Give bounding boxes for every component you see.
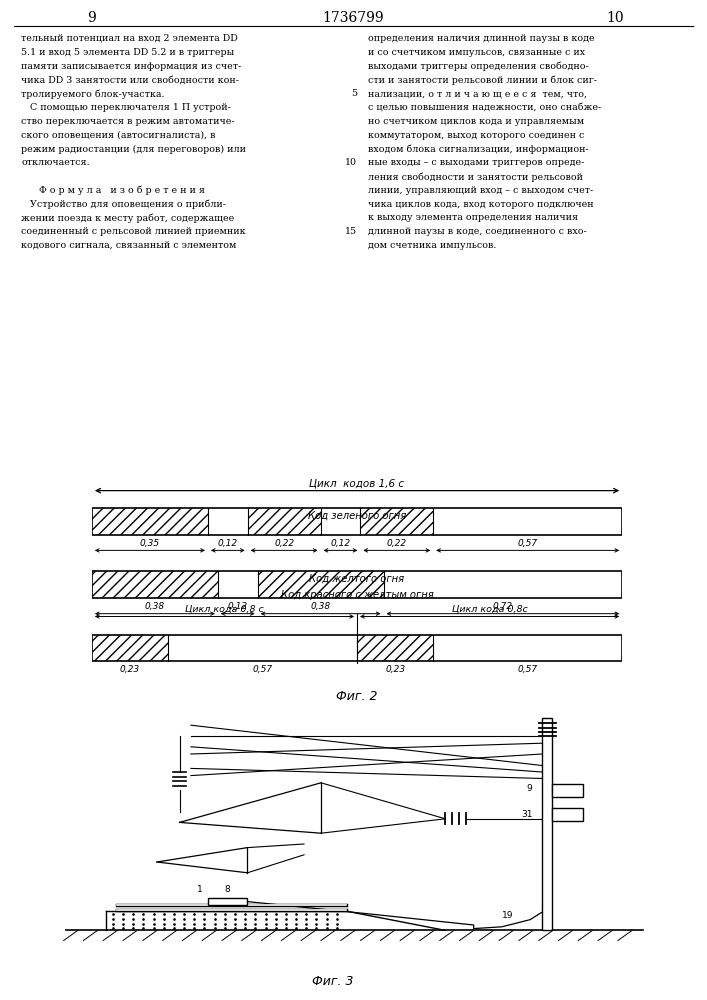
Bar xyxy=(92,571,218,598)
Bar xyxy=(208,898,247,905)
Text: 15: 15 xyxy=(345,227,357,236)
Text: чика циклов кода, вход которого подключен: чика циклов кода, вход которого подключе… xyxy=(368,200,593,209)
Text: кодового сигнала, связанный с элементом: кодового сигнала, связанный с элементом xyxy=(21,241,237,250)
Text: 31: 31 xyxy=(521,810,532,819)
Text: чика DD 3 занятости или свободности кон-: чика DD 3 занятости или свободности кон- xyxy=(21,75,239,84)
Bar xyxy=(218,571,257,598)
Bar xyxy=(168,635,357,661)
Text: 0,72: 0,72 xyxy=(493,602,513,611)
Text: 0,22: 0,22 xyxy=(387,539,407,548)
Text: соединенный с рельсовой линией приемник: соединенный с рельсовой линией приемник xyxy=(21,227,246,236)
Text: тролируемого блок-участка.: тролируемого блок-участка. xyxy=(21,89,165,99)
Text: 8: 8 xyxy=(225,885,230,894)
Text: с целью повышения надежности, оно снабже-: с целью повышения надежности, оно снабже… xyxy=(368,103,601,112)
Bar xyxy=(208,508,247,535)
Text: Устройство для оповещения о прибли-: Устройство для оповещения о прибли- xyxy=(21,200,226,209)
Text: к выходу элемента определения наличия: к выходу элемента определения наличия xyxy=(368,213,578,222)
Text: Код желтого огня: Код желтого огня xyxy=(310,574,404,584)
Text: ные входы – с выходами триггеров опреде-: ные входы – с выходами триггеров опреде- xyxy=(368,158,584,167)
Text: нализации, о т л и ч а ю щ е е с я  тем, что,: нализации, о т л и ч а ю щ е е с я тем, … xyxy=(368,89,587,98)
Text: 10: 10 xyxy=(345,158,357,167)
Text: 9: 9 xyxy=(527,784,532,793)
Text: входом блока сигнализации, информацион-: входом блока сигнализации, информацион- xyxy=(368,144,588,154)
Text: выходами триггеры определения свободно-: выходами триггеры определения свободно- xyxy=(368,62,588,71)
Bar xyxy=(433,508,622,535)
Text: 5.1 и вход 5 элемента DD 5.2 и в триггеры: 5.1 и вход 5 элемента DD 5.2 и в триггер… xyxy=(21,48,235,57)
Text: тельный потенциал на вход 2 элемента DD: тельный потенциал на вход 2 элемента DD xyxy=(21,34,238,43)
Text: жении поезда к месту работ, содержащее: жении поезда к месту работ, содержащее xyxy=(21,213,235,223)
Bar xyxy=(433,635,622,661)
Text: ского оповещения (автосигналиста), в: ского оповещения (автосигналиста), в xyxy=(21,131,216,140)
Text: коммутатором, выход которого соединен с: коммутатором, выход которого соединен с xyxy=(368,131,584,140)
Text: 0,23: 0,23 xyxy=(385,665,405,674)
Text: линии, управляющий вход – с выходом счет-: линии, управляющий вход – с выходом счет… xyxy=(368,186,593,195)
Bar xyxy=(542,718,552,930)
Text: С помощью переключателя 1 П устрой-: С помощью переключателя 1 П устрой- xyxy=(21,103,231,112)
Text: ство переключается в режим автоматиче-: ство переключается в режим автоматиче- xyxy=(21,117,235,126)
Text: Цикл кода 0,8 с: Цикл кода 0,8 с xyxy=(185,605,264,614)
Bar xyxy=(92,635,168,661)
Bar xyxy=(92,508,622,535)
Text: 0,23: 0,23 xyxy=(120,665,140,674)
Text: дом счетника импульсов.: дом счетника импульсов. xyxy=(368,241,496,250)
Text: определения наличия длинной паузы в коде: определения наличия длинной паузы в коде xyxy=(368,34,595,43)
Text: 0,35: 0,35 xyxy=(140,539,160,548)
Text: 0,57: 0,57 xyxy=(252,665,273,674)
Text: 0,12: 0,12 xyxy=(218,539,238,548)
Bar xyxy=(357,635,433,661)
Text: 19: 19 xyxy=(502,912,513,920)
Bar xyxy=(384,571,622,598)
Text: 0,12: 0,12 xyxy=(330,539,351,548)
Text: длинной паузы в коде, соединенного с вхо-: длинной паузы в коде, соединенного с вхо… xyxy=(368,227,586,236)
Text: но счетчиком циклов кода и управляемым: но счетчиком циклов кода и управляемым xyxy=(368,117,584,126)
Text: Цикл  кодов 1,6 с: Цикл кодов 1,6 с xyxy=(310,478,404,488)
Bar xyxy=(552,808,583,821)
Text: Фиг. 2: Фиг. 2 xyxy=(337,690,378,703)
Bar xyxy=(92,508,208,535)
Bar xyxy=(257,571,383,598)
Text: 1: 1 xyxy=(197,885,202,894)
Bar xyxy=(361,508,433,535)
Text: 10: 10 xyxy=(607,11,624,25)
Text: Код красного с желтым огня: Код красного с желтым огня xyxy=(281,590,433,600)
Bar xyxy=(247,508,320,535)
Text: 0,12: 0,12 xyxy=(228,602,247,611)
Text: 0,38: 0,38 xyxy=(145,602,165,611)
Text: и со счетчиком импульсов, связанные с их: и со счетчиком импульсов, связанные с их xyxy=(368,48,585,57)
Text: сти и занятости рельсовой линии и блок сиг-: сти и занятости рельсовой линии и блок с… xyxy=(368,75,597,85)
Text: режим радиостанции (для переговоров) или: режим радиостанции (для переговоров) или xyxy=(21,144,246,154)
Text: 1736799: 1736799 xyxy=(322,11,385,25)
Text: 0,38: 0,38 xyxy=(310,602,331,611)
Text: 0,22: 0,22 xyxy=(274,539,294,548)
Text: Ф о р м у л а   и з о б р е т е н и я: Ф о р м у л а и з о б р е т е н и я xyxy=(21,186,205,195)
Text: памяти записывается информация из счет-: памяти записывается информация из счет- xyxy=(21,62,242,71)
Bar xyxy=(552,784,583,797)
Bar xyxy=(320,508,361,535)
Text: Фиг. 3: Фиг. 3 xyxy=(312,975,353,988)
Bar xyxy=(92,571,622,598)
Text: 0,57: 0,57 xyxy=(518,539,538,548)
Text: 0,57: 0,57 xyxy=(518,665,538,674)
Bar xyxy=(92,635,622,661)
Text: Цикл кода 0,8с: Цикл кода 0,8с xyxy=(452,605,527,614)
Text: Код зеленого огня: Код зеленого огня xyxy=(308,511,406,521)
Text: ления свободности и занятости рельсовой: ления свободности и занятости рельсовой xyxy=(368,172,583,182)
Text: 9: 9 xyxy=(88,11,96,25)
Text: отключается.: отключается. xyxy=(21,158,90,167)
Text: 5: 5 xyxy=(351,89,357,98)
